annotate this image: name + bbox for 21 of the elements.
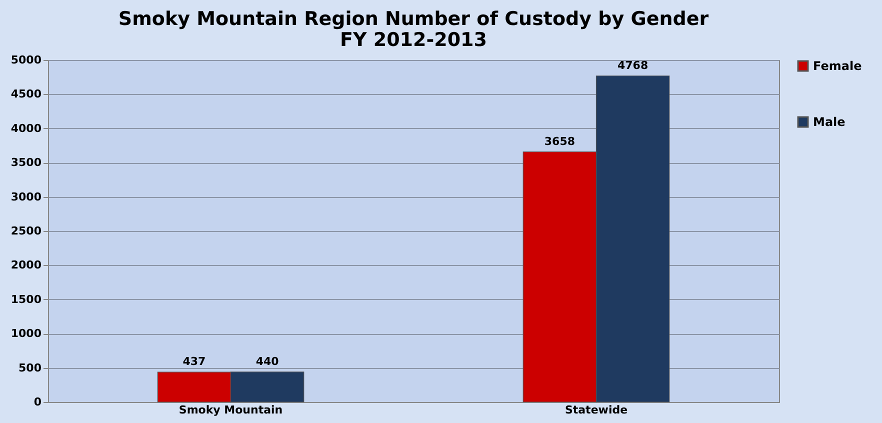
y-tick-label: 5000 (10, 54, 42, 66)
y-tick-label: 3000 (10, 190, 42, 204)
x-tick-label: Statewide (564, 404, 628, 416)
y-tick-label: 0 (34, 396, 42, 408)
text: FY 2012-2013 (340, 29, 487, 51)
data-label: 3658 (544, 134, 576, 148)
y-tick-label: 4000 (10, 122, 42, 135)
y-tick-label: 4500 (10, 88, 42, 101)
data-label: 4768 (617, 58, 648, 72)
y-tick-label: 500 (18, 361, 42, 374)
y-tick-label: 1500 (10, 292, 42, 306)
data-label: 437 (182, 355, 206, 368)
x-tick-label: Smoky Mountain (178, 404, 283, 416)
y-tick-label: 1000 (10, 327, 42, 340)
text: Smoky Mountain Region Number of Custody by Gender (118, 8, 709, 30)
legend-label: Female (813, 59, 862, 73)
data-label: 440 (256, 354, 280, 368)
y-tick-label: 2500 (10, 224, 42, 238)
y-tick-label: 3500 (10, 156, 42, 170)
legend-label: Male (813, 115, 846, 129)
y-tick-label: 2000 (10, 258, 42, 272)
